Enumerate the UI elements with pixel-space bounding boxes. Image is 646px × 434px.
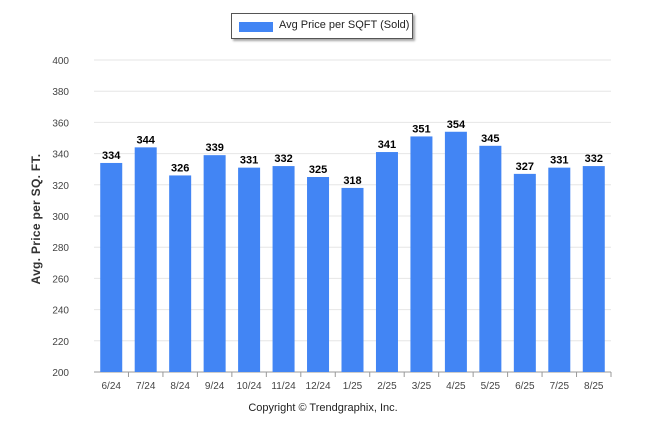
y-tick-label: 380: [52, 87, 69, 98]
x-tick-label: 7/25: [550, 381, 570, 392]
x-tick-label: 12/24: [306, 381, 331, 392]
y-tick-label: 360: [52, 118, 69, 129]
bar-value-label: 332: [274, 153, 292, 165]
bar[interactable]: [548, 167, 571, 372]
x-tick-label: 6/25: [515, 381, 535, 392]
bar-value-label: 341: [378, 139, 396, 151]
bar-value-label: 339: [205, 142, 223, 154]
y-tick-label: 300: [52, 212, 69, 223]
x-tick-label: 10/24: [237, 381, 262, 392]
y-tick-label: 240: [52, 306, 69, 317]
x-tick-label: 4/25: [446, 381, 466, 392]
x-tick-label: 1/25: [343, 381, 363, 392]
bar-value-label: 334: [102, 150, 121, 162]
y-tick-label: 220: [52, 337, 69, 348]
bar[interactable]: [100, 162, 123, 372]
y-tick-label: 320: [52, 181, 69, 192]
bar-value-label: 351: [412, 123, 430, 135]
bar-value-label: 354: [447, 119, 466, 131]
bar[interactable]: [134, 147, 157, 372]
x-tick-label: 7/24: [136, 381, 156, 392]
bar[interactable]: [238, 167, 261, 372]
y-tick-label: 400: [52, 56, 69, 67]
y-tick-label: 280: [52, 243, 69, 254]
bar[interactable]: [444, 131, 467, 372]
x-tick-label: 5/25: [481, 381, 501, 392]
bar-value-label: 318: [343, 175, 361, 187]
bar[interactable]: [307, 177, 330, 372]
bar[interactable]: [410, 136, 433, 372]
bar-value-label: 331: [550, 155, 568, 167]
bar-value-label: 325: [309, 164, 327, 176]
bar[interactable]: [479, 145, 502, 372]
bar[interactable]: [582, 166, 605, 372]
x-tick-label: 2/25: [377, 381, 397, 392]
x-tick-label: 6/24: [101, 381, 121, 392]
legend-label: Avg Price per SQFT (Sold): [279, 19, 410, 31]
chart-legend[interactable]: Avg Price per SQFT (Sold): [231, 13, 413, 39]
bar-value-label: 332: [585, 153, 603, 165]
bar-value-label: 326: [171, 162, 189, 174]
copyright-credit: Copyright © Trendgraphix, Inc.: [248, 402, 398, 414]
x-tick-label: 11/24: [271, 381, 296, 392]
y-tick-label: 340: [52, 150, 69, 161]
bar-value-label: 331: [240, 155, 258, 167]
bar[interactable]: [272, 166, 295, 372]
bar[interactable]: [513, 173, 536, 372]
bar[interactable]: [375, 152, 398, 372]
y-tick-label: 200: [52, 368, 69, 379]
y-tick-label: 260: [52, 274, 69, 285]
bar[interactable]: [341, 187, 364, 372]
bar-value-label: 345: [481, 133, 499, 145]
legend-swatch: [239, 22, 273, 32]
x-tick-label: 3/25: [412, 381, 432, 392]
bar[interactable]: [203, 155, 226, 372]
bar-value-label: 327: [516, 161, 534, 173]
x-tick-label: 8/24: [170, 381, 190, 392]
x-tick-label: 9/24: [205, 381, 225, 392]
x-tick-label: 8/25: [584, 381, 604, 392]
bar-value-label: 344: [137, 134, 156, 146]
bar[interactable]: [169, 175, 192, 372]
